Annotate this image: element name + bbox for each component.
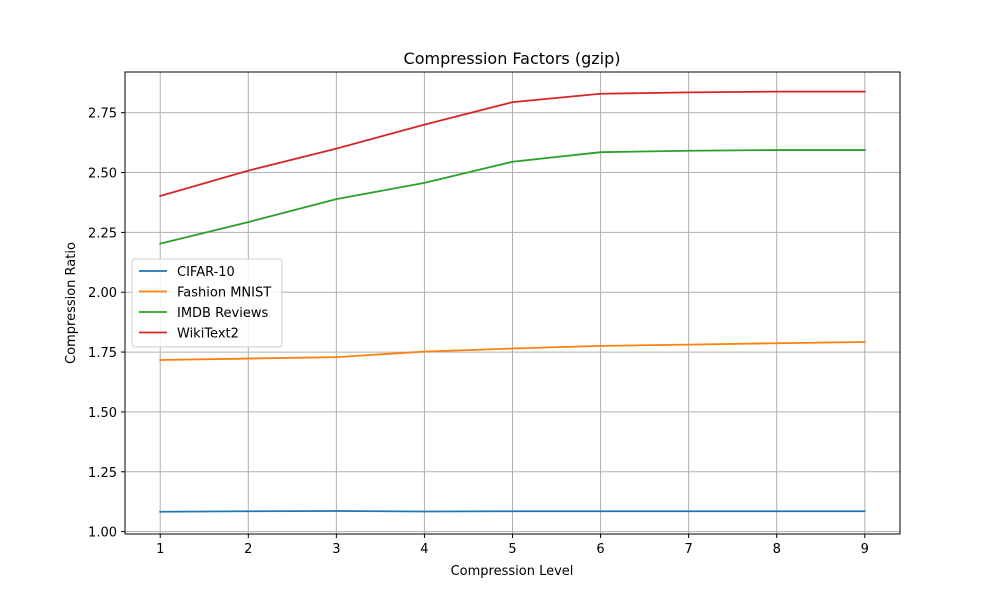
x-tick-label: 7 (684, 542, 692, 557)
x-tick-label: 5 (508, 542, 516, 557)
x-tick-label: 1 (156, 542, 164, 557)
x-tick-label: 6 (596, 542, 604, 557)
legend: CIFAR-10 Fashion MNIST IMDB Reviews WikiTex… (131, 258, 283, 348)
legend-label-imdb-reviews: IMDB Reviews (177, 306, 268, 321)
series-line-cifar-10 (159, 510, 866, 513)
y-axis-label: Compression Ratio (64, 242, 79, 364)
x-tick-label: 8 (773, 542, 781, 557)
plot-frame (124, 71, 901, 535)
y-tick-label: 1.00 (88, 526, 117, 541)
x-tick-label: 3 (332, 542, 340, 557)
chart-title: Compression Factors (gzip) (404, 49, 621, 68)
legend-label-cifar-10: CIFAR-10 (177, 265, 235, 280)
y-tick-label: 2.50 (88, 167, 117, 182)
x-tick-label: 9 (861, 542, 869, 557)
series-line-fashion-mnist (159, 341, 866, 361)
series-line-imdb-reviews (159, 149, 866, 245)
series-line-wikitext2 (159, 90, 866, 198)
x-tick-label: 4 (420, 542, 428, 557)
series-lines (159, 90, 866, 513)
x-axis-label: Compression Level (451, 564, 574, 579)
axis-ticks: 1 2 3 4 5 6 7 8 9 1.00 1.25 1.50 1.75 2.00 2.25 2.50 2.7… (88, 107, 869, 557)
legend-label-fashion-mnist: Fashion MNIST (177, 286, 271, 301)
y-tick-label: 1.75 (88, 346, 117, 361)
y-tick-label: 2.00 (88, 286, 117, 301)
legend-label-wikitext2: WikiText2 (177, 327, 239, 342)
legend-box (131, 258, 283, 348)
x-tick-label: 2 (244, 542, 252, 557)
y-tick-label: 1.25 (88, 466, 117, 481)
y-tick-label: 2.25 (88, 226, 117, 241)
y-tick-label: 1.50 (88, 406, 117, 421)
y-tick-label: 2.75 (88, 107, 117, 122)
